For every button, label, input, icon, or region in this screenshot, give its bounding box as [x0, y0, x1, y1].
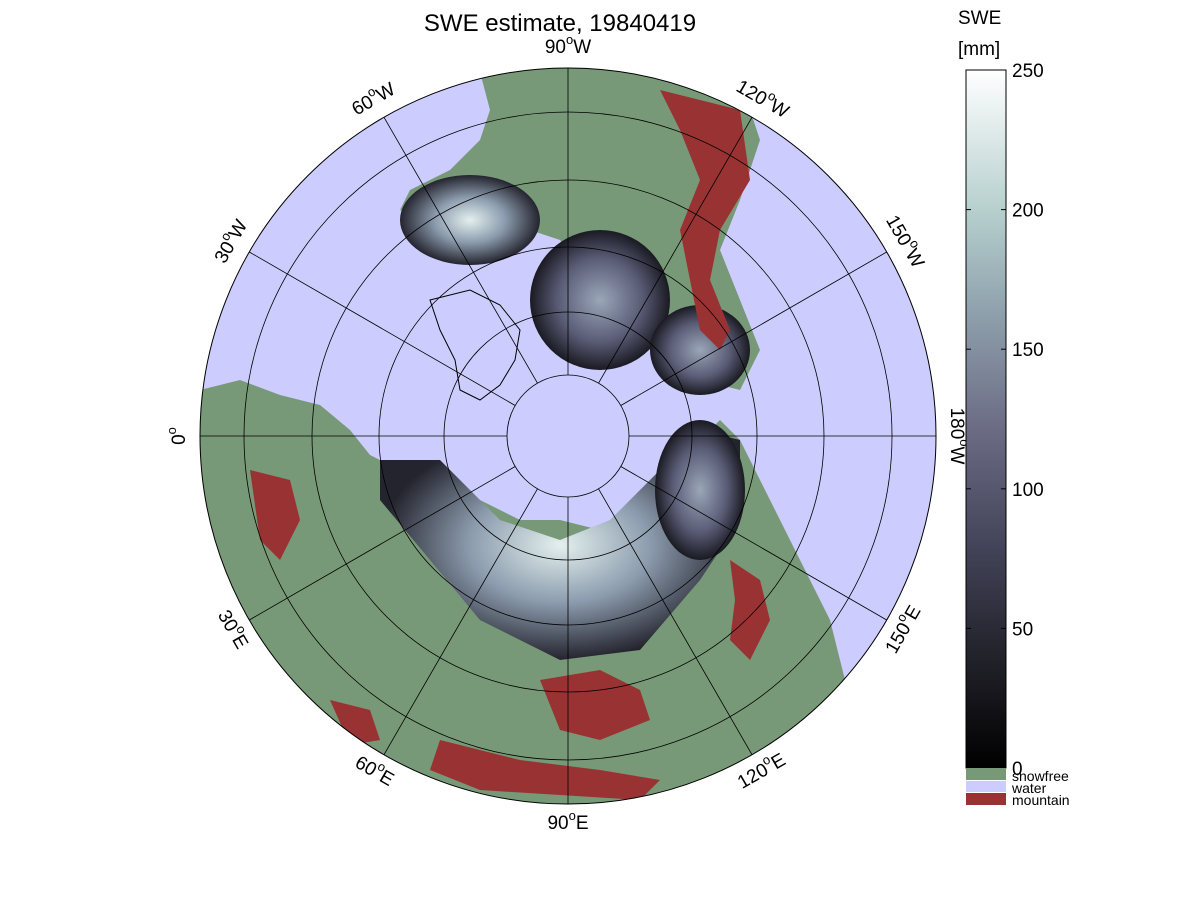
- snow-cover-eurasia: [380, 430, 740, 660]
- legend-label-water: water: [1011, 780, 1047, 796]
- colorbar-title-line1: SWE: [958, 8, 1001, 29]
- map-boundary: [199, 67, 937, 805]
- colorbar-tick-label: 100: [1012, 480, 1044, 501]
- mountain-east-asia: [730, 560, 770, 660]
- greenland-outline: [429, 289, 521, 401]
- legend-swatch-snowfree: [966, 768, 1006, 780]
- colorbar-tick-label: 250: [1012, 61, 1044, 82]
- mountain-himalaya: [430, 740, 660, 800]
- meridian-line: [620, 251, 887, 406]
- meridian-label: 0o: [164, 427, 190, 445]
- polar-map: [200, 68, 936, 804]
- colorbar-title-line2: [mm]: [958, 39, 1000, 60]
- meridian-line: [620, 466, 887, 621]
- snow-cover-labrador: [400, 175, 540, 265]
- map-title: SWE estimate, 19840419: [424, 10, 696, 37]
- meridian-line: [383, 117, 538, 384]
- north-america-land: [400, 68, 760, 390]
- mountain-europe: [250, 470, 300, 560]
- mountain-caucasus: [330, 700, 380, 745]
- snow-cover-siberia: [655, 420, 745, 560]
- meridian-line: [249, 251, 516, 406]
- colorbar-tick-label: 50: [1012, 619, 1033, 640]
- meridian-label: 180oW: [946, 408, 972, 465]
- colorbar-ticks: 0 50 100 150 200 250: [966, 61, 1044, 780]
- meridian-line: [598, 117, 753, 384]
- colorbar-tick-label: 0: [1012, 759, 1023, 780]
- legend-swatch-mountain: [966, 793, 1006, 805]
- meridian-line: [249, 466, 516, 621]
- meridian-label: 90oE: [547, 808, 588, 834]
- legend-label-mountain: mountain: [1012, 792, 1070, 808]
- colorbar-gradient: [965, 69, 1007, 769]
- colorbar-tick-label: 150: [1012, 340, 1044, 361]
- meridian-label: 90oW: [545, 32, 591, 58]
- colorbar-tick-label: 200: [1012, 201, 1044, 222]
- mountain-central-asia: [540, 670, 650, 740]
- meridian-lines: [200, 68, 936, 804]
- legend-swatch-water: [966, 781, 1006, 792]
- snow-cover-canada: [530, 230, 670, 370]
- meridian-line: [598, 488, 753, 755]
- arctic-ocean: [508, 376, 628, 496]
- meridian-line: [383, 488, 538, 755]
- legend-label-snowfree: snowfree: [1012, 768, 1069, 784]
